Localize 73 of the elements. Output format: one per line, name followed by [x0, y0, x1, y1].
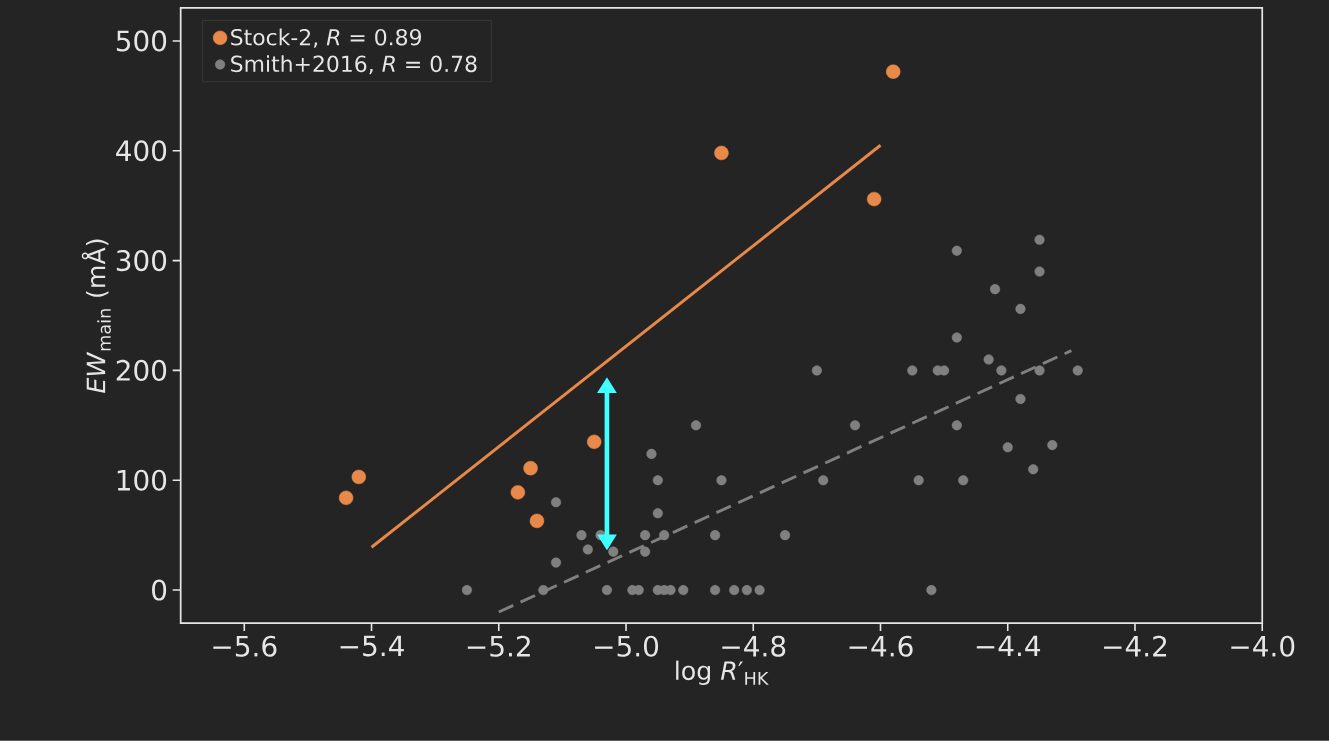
x-tick-label: −4.0: [1231, 635, 1295, 657]
point: [710, 585, 721, 596]
point: [640, 530, 651, 541]
point: [652, 475, 663, 486]
point: [849, 420, 861, 431]
point: [716, 475, 727, 486]
point: [338, 490, 354, 506]
y-tick-label: 100: [117, 469, 167, 491]
point: [754, 585, 765, 596]
point: [811, 365, 822, 376]
y-tick-label: 400: [116, 140, 167, 162]
point: [640, 546, 651, 557]
point: [550, 557, 562, 568]
x-tick-label: −4.8: [722, 635, 786, 657]
point: [951, 332, 962, 343]
point: [1034, 266, 1045, 277]
x-axis-title: log R′$_{HK}$: [676, 660, 769, 686]
point: [529, 513, 545, 529]
point: [780, 530, 791, 541]
point: [1028, 464, 1039, 475]
point: [1034, 234, 1045, 245]
x-tick-label: −5.0: [595, 635, 659, 657]
x-tick-label: −4.4: [976, 635, 1041, 657]
point: [652, 508, 663, 519]
point: [907, 365, 918, 376]
point: [886, 64, 901, 80]
point: [818, 475, 829, 486]
point: [741, 585, 752, 596]
point: [958, 475, 969, 486]
point: [1015, 394, 1026, 405]
point: [951, 420, 962, 431]
x-tick-label: −5.2: [467, 635, 530, 657]
point: [983, 354, 994, 365]
point: [510, 485, 526, 500]
legend-label: Stock-2, R = 0.89: [231, 28, 421, 48]
y-tick-label: 0: [152, 579, 167, 601]
point: [601, 585, 612, 596]
point: [351, 469, 366, 485]
point: [587, 434, 602, 450]
point: [710, 530, 721, 541]
point: [608, 546, 619, 557]
point: [989, 284, 1001, 295]
y-axis-title: EW$_{main}$ (mÅ): [81, 239, 111, 394]
point: [1047, 440, 1058, 451]
point: [576, 530, 587, 541]
point: [690, 420, 702, 431]
point: [1002, 442, 1013, 453]
y-tick-label: 200: [116, 360, 167, 382]
point: [1072, 365, 1083, 376]
point: [678, 585, 689, 596]
point: [926, 585, 937, 596]
point: [659, 530, 670, 541]
point: [729, 585, 740, 596]
point: [550, 497, 562, 508]
point: [582, 544, 593, 555]
point: [866, 192, 882, 207]
point: [523, 461, 538, 476]
point: [996, 365, 1007, 376]
point: [1015, 304, 1026, 315]
legend-label: Smith+2016, R = 0.78: [231, 55, 477, 75]
point: [1034, 365, 1045, 376]
point: [913, 475, 924, 486]
point: [646, 449, 657, 460]
y-tick-label: 300: [116, 250, 167, 272]
x-tick-label: −4.6: [849, 635, 913, 657]
x-tick-label: −5.6: [213, 635, 277, 657]
point: [461, 585, 473, 596]
point: [714, 145, 729, 161]
x-tick-label: −5.4: [340, 635, 404, 657]
y-tick-label: 500: [116, 30, 167, 52]
point: [538, 585, 549, 596]
x-tick-label: −4.2: [1104, 635, 1167, 657]
point: [951, 245, 962, 256]
